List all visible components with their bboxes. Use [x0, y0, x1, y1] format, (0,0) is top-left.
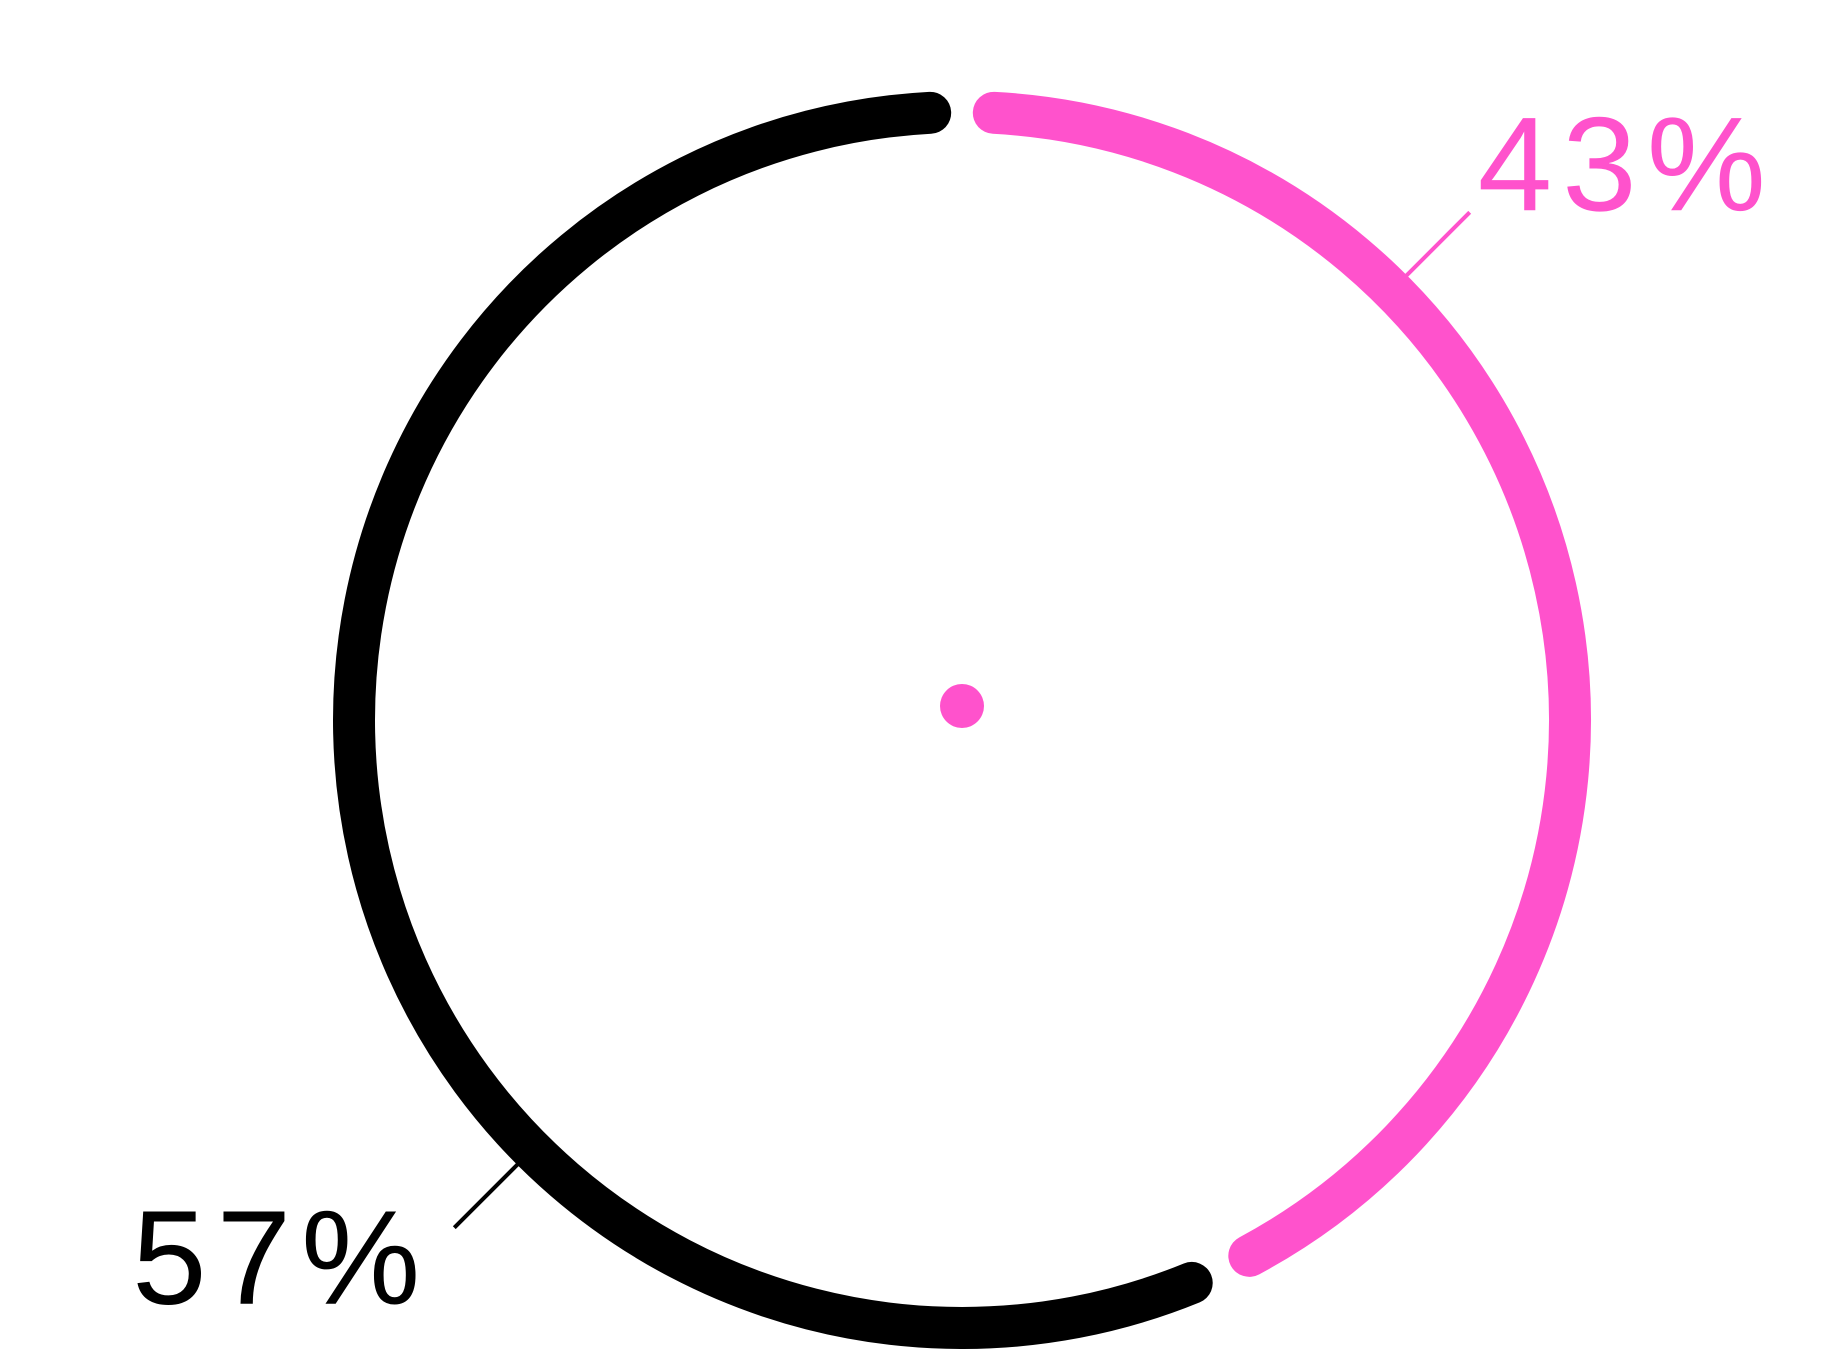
percent-label-2: 57% [132, 1184, 430, 1333]
leader-line-1 [1396, 210, 1472, 286]
percent-label-1: 43% [1478, 90, 1776, 239]
leader-lines [452, 210, 1472, 1230]
leader-line-2 [452, 1154, 528, 1230]
center-dot [940, 684, 984, 728]
arcs-layer [333, 91, 1591, 1349]
donut-segment-1 [972, 91, 1591, 1277]
donut-segment-2 [333, 91, 1213, 1349]
percent-labels: 43% 57% [132, 90, 1776, 1333]
